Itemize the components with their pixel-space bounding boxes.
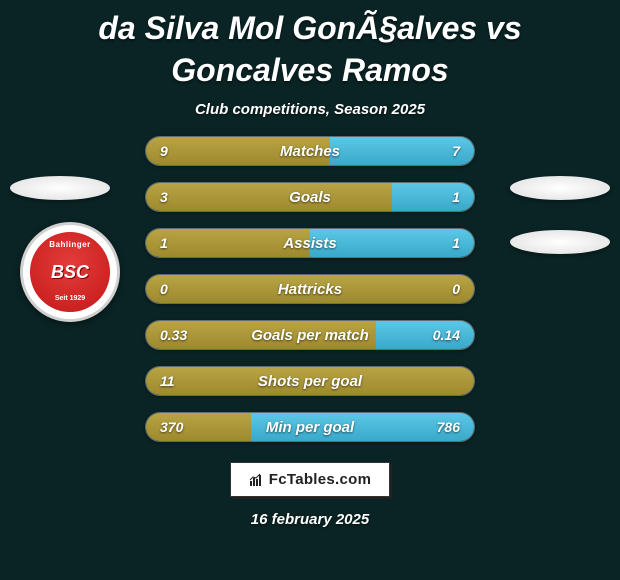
stat-label: Goals xyxy=(289,189,331,206)
stat-row: 3 Goals 1 xyxy=(145,182,475,212)
stat-label: Assists xyxy=(283,235,336,252)
stat-overlay: 9 Matches 7 xyxy=(146,137,474,165)
stat-value-left: 9 xyxy=(160,143,168,159)
stat-overlay: 370 Min per goal 786 xyxy=(146,413,474,441)
stat-row: 9 Matches 7 xyxy=(145,136,475,166)
stat-value-right: 1 xyxy=(452,235,460,251)
stat-value-left: 1 xyxy=(160,235,168,251)
stat-row: 0 Hattricks 0 xyxy=(145,274,475,304)
chart-icon xyxy=(249,473,263,487)
stat-value-right: 0.14 xyxy=(433,327,460,343)
stat-value-right: 786 xyxy=(437,419,460,435)
stat-value-left: 3 xyxy=(160,189,168,205)
stat-overlay: 0.33 Goals per match 0.14 xyxy=(146,321,474,349)
stat-value-right: 0 xyxy=(452,281,460,297)
stat-overlay: 1 Assists 1 xyxy=(146,229,474,257)
stat-label: Min per goal xyxy=(266,419,354,436)
stat-overlay: 0 Hattricks 0 xyxy=(146,275,474,303)
stat-row: 370 Min per goal 786 xyxy=(145,412,475,442)
stat-row: 0.33 Goals per match 0.14 xyxy=(145,320,475,350)
infographic-container: da Silva Mol GonÃ§alves vs Goncalves Ram… xyxy=(0,0,620,580)
stat-overlay: 11 Shots per goal xyxy=(146,367,474,395)
stat-overlay: 3 Goals 1 xyxy=(146,183,474,211)
stat-label: Hattricks xyxy=(278,281,342,298)
stat-label: Goals per match xyxy=(251,327,369,344)
stat-row: 11 Shots per goal xyxy=(145,366,475,396)
stats-area: 9Matches73Goals11Assists10Hattricks00.33… xyxy=(0,136,620,458)
stat-label: Matches xyxy=(280,143,340,160)
watermark-text: FcTables.com xyxy=(269,471,372,488)
stat-row: 1 Assists 1 xyxy=(145,228,475,258)
stat-value-right: 7 xyxy=(452,143,460,159)
date-text: 16 february 2025 xyxy=(251,511,369,528)
stat-value-left: 11 xyxy=(160,373,175,389)
page-title: da Silva Mol GonÃ§alves vs Goncalves Ram… xyxy=(0,8,620,91)
stat-label: Shots per goal xyxy=(258,373,362,390)
stat-value-left: 0.33 xyxy=(160,327,187,343)
stat-value-left: 0 xyxy=(160,281,168,297)
stat-value-left: 370 xyxy=(160,419,183,435)
subtitle: Club competitions, Season 2025 xyxy=(195,101,425,118)
stat-value-right: 1 xyxy=(452,189,460,205)
watermark: FcTables.com xyxy=(230,462,391,497)
